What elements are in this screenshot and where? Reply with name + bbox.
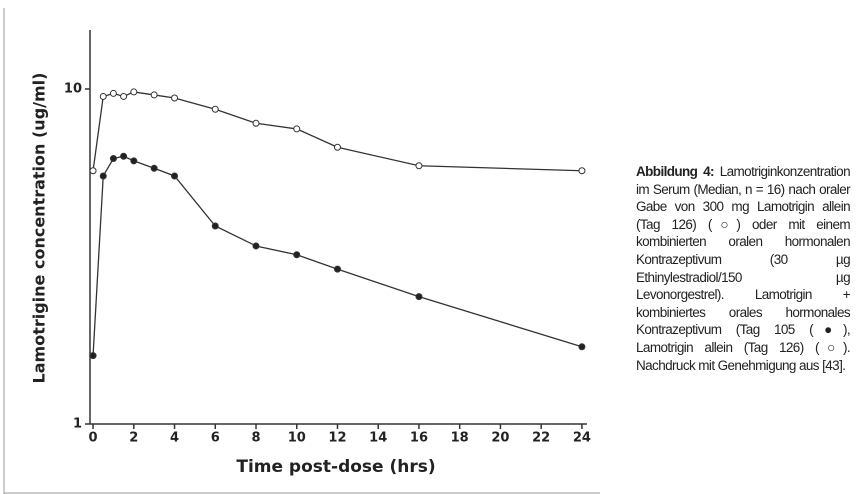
data-point [150,164,158,172]
data-point [333,143,341,151]
x-tick-label: 16 [410,431,428,446]
data-point [578,343,586,351]
caption-label: Abbildung 4: [636,164,715,179]
caption: Abbildung 4: Lamotriginkonzentration im … [636,163,851,374]
x-tick-label: 10 [288,431,306,446]
x-tick-label: 4 [170,431,179,446]
data-point [415,162,423,170]
data-point [120,152,128,160]
x-tick-label: 24 [573,431,591,446]
series-line [92,155,583,356]
data-point [89,352,97,360]
data-point [109,155,117,163]
caption-text: Lamotriginkonzentration im Serum (Median… [636,164,851,373]
data-point [99,92,107,100]
x-tick-label: 12 [328,431,346,446]
data-point [99,172,107,180]
data-point [130,157,138,165]
x-tick-label: 6 [211,431,220,446]
series-line [92,91,582,172]
data-point [415,293,423,301]
data-point [578,167,586,175]
data-point [150,91,158,99]
y-tick-label: 10 [64,81,82,96]
x-tick-label: 18 [451,431,469,446]
x-tick-label: 8 [251,431,260,446]
data-point [333,265,341,273]
data-point [171,94,179,102]
x-tick-label: 0 [89,431,98,446]
data-point [109,89,117,97]
x-tick-label: 2 [129,431,138,446]
data-point [130,88,138,96]
data-point [293,125,301,133]
x-tick-label: 22 [532,431,550,446]
data-point [171,172,179,180]
y-tick-label: 1 [73,417,82,432]
data-point [252,119,260,127]
data-point [293,251,301,259]
x-tick-label: 14 [369,431,387,446]
data-point [252,242,260,250]
data-point [120,92,128,100]
data-point [211,105,219,113]
data-point [89,167,97,175]
x-axis-label: Time post-dose (hrs) [236,457,435,477]
x-tick-label: 20 [491,431,509,446]
y-axis-label: Lamotrigine concentration (ug/ml) [30,73,49,384]
data-point [211,222,219,230]
